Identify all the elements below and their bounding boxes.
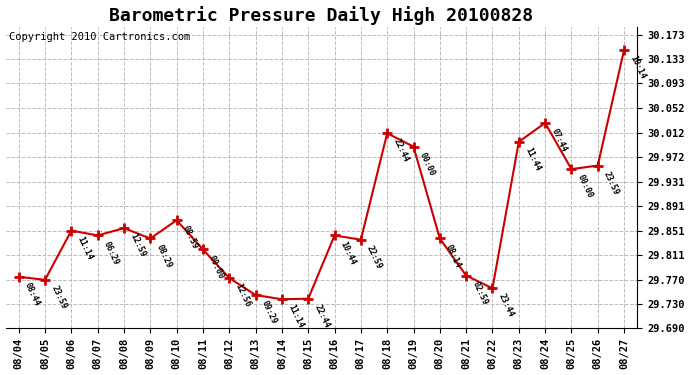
Text: 23:59: 23:59 xyxy=(49,284,68,310)
Text: 23:59: 23:59 xyxy=(602,170,620,196)
Text: 22:44: 22:44 xyxy=(391,138,410,164)
Text: Copyright 2010 Cartronics.com: Copyright 2010 Cartronics.com xyxy=(9,32,190,42)
Text: 22:59: 22:59 xyxy=(365,244,384,270)
Text: 12:56: 12:56 xyxy=(233,282,252,309)
Text: 00:00: 00:00 xyxy=(417,151,436,177)
Text: 00:00: 00:00 xyxy=(207,254,226,280)
Text: 07:44: 07:44 xyxy=(549,127,568,154)
Text: 23:44: 23:44 xyxy=(497,292,515,319)
Text: 08:14: 08:14 xyxy=(444,243,463,269)
Text: 11:44: 11:44 xyxy=(523,146,542,172)
Text: 12:59: 12:59 xyxy=(128,232,147,259)
Text: 11:14: 11:14 xyxy=(286,303,305,330)
Text: 22:44: 22:44 xyxy=(313,303,331,329)
Text: 08:59: 08:59 xyxy=(181,224,199,251)
Text: 08:44: 08:44 xyxy=(23,281,41,308)
Text: 10:44: 10:44 xyxy=(339,240,357,266)
Text: 10:14: 10:14 xyxy=(628,54,647,81)
Title: Barometric Pressure Daily High 20100828: Barometric Pressure Daily High 20100828 xyxy=(109,6,533,24)
Text: 08:29: 08:29 xyxy=(155,243,173,269)
Text: 09:29: 09:29 xyxy=(259,299,279,326)
Text: 02:59: 02:59 xyxy=(471,280,489,306)
Text: 00:00: 00:00 xyxy=(575,173,594,200)
Text: 11:14: 11:14 xyxy=(75,235,95,261)
Text: 06:29: 06:29 xyxy=(102,240,121,266)
